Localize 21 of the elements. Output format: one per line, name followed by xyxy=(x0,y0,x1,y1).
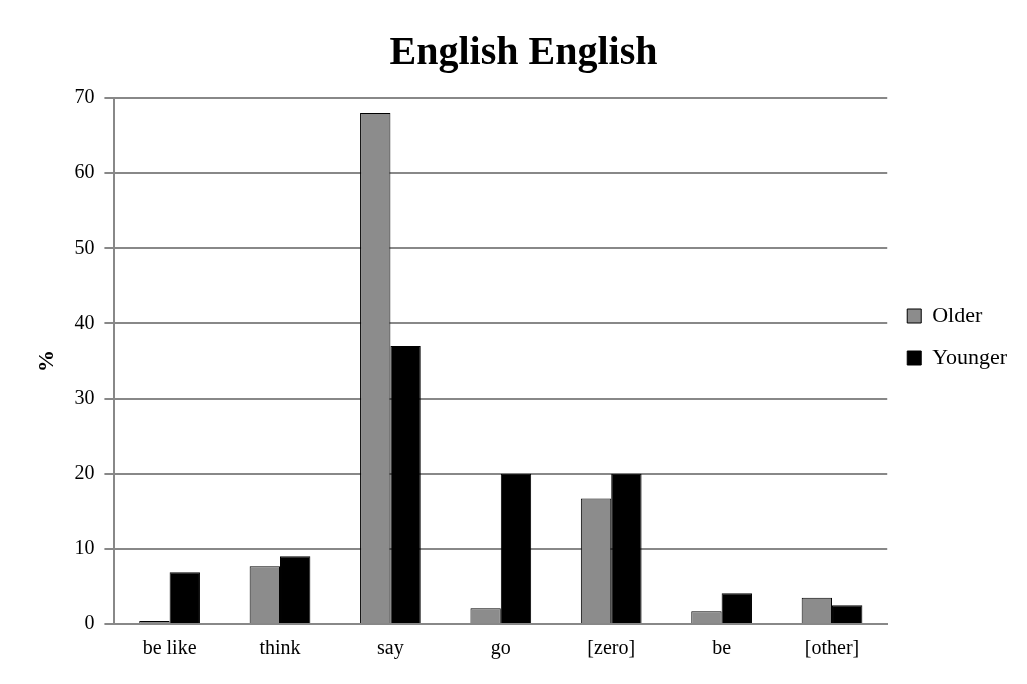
y-tick-label: 0 xyxy=(84,611,95,634)
x-tick-label: [zero] xyxy=(587,636,636,659)
x-tick-label: be like xyxy=(142,636,197,659)
x-tick-label: be xyxy=(712,636,732,659)
y-tick-label: 70 xyxy=(74,85,95,108)
y-tick-label: 10 xyxy=(74,536,95,559)
bar xyxy=(500,473,532,623)
chart-title: English English xyxy=(389,28,658,74)
x-tick-label: say xyxy=(377,636,404,660)
y-tick-label: 50 xyxy=(74,235,95,258)
legend-label: Older xyxy=(932,301,983,327)
x-tick-label: [other] xyxy=(804,636,860,659)
x-tick-label: think xyxy=(259,636,301,659)
y-tick-label: 40 xyxy=(74,310,95,333)
x-tick-label: go xyxy=(490,636,511,660)
legend-label: Younger xyxy=(932,343,1008,369)
y-tick-label: 30 xyxy=(74,385,95,408)
y-tick-label: 60 xyxy=(74,160,95,183)
y-axis-title: % xyxy=(32,350,58,372)
bar xyxy=(721,593,752,623)
y-tick-label: 20 xyxy=(74,460,95,483)
